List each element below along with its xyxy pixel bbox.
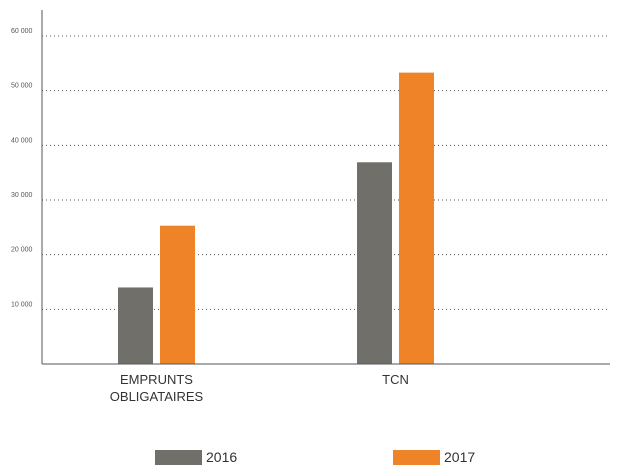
x-category-label-line: TCN xyxy=(382,372,409,387)
y-tick-label: 40 000 xyxy=(11,137,33,144)
y-tick-label: 30 000 xyxy=(11,192,33,199)
bar-2017-emprunts-obligataires xyxy=(160,225,195,364)
x-category-label-line: EMPRUNTS xyxy=(120,372,193,387)
bar-2016-emprunts-obligataires xyxy=(118,287,153,364)
y-tick-label: 20 000 xyxy=(11,247,33,254)
legend-item-2016: 2016 xyxy=(155,449,237,465)
bar-2016-tcn xyxy=(357,162,392,364)
bars xyxy=(118,72,434,365)
y-tick-label: 60 000 xyxy=(11,28,33,35)
y-axis-tick-labels: 10 000 20 000 30 000 40 000 50 000 60 000 xyxy=(11,28,33,308)
bar-2017-tcn xyxy=(399,72,434,365)
legend-swatch-2017 xyxy=(393,449,440,465)
legend-label-2016: 2016 xyxy=(206,449,238,465)
x-category-label-line: OBLIGATAIRES xyxy=(109,389,204,404)
legend-label-2017: 2017 xyxy=(444,449,476,465)
legend-swatch-2016 xyxy=(155,449,202,465)
y-tick-label: 10 000 xyxy=(11,301,33,308)
gridlines xyxy=(42,35,610,310)
y-tick-label: 50 000 xyxy=(11,83,33,90)
legend-item-2017: 2017 xyxy=(393,449,475,465)
x-category-label-tcn: TCN xyxy=(326,371,466,388)
x-category-label-emprunts-obligataires: EMPRUNTS OBLIGATAIRES xyxy=(87,371,227,405)
